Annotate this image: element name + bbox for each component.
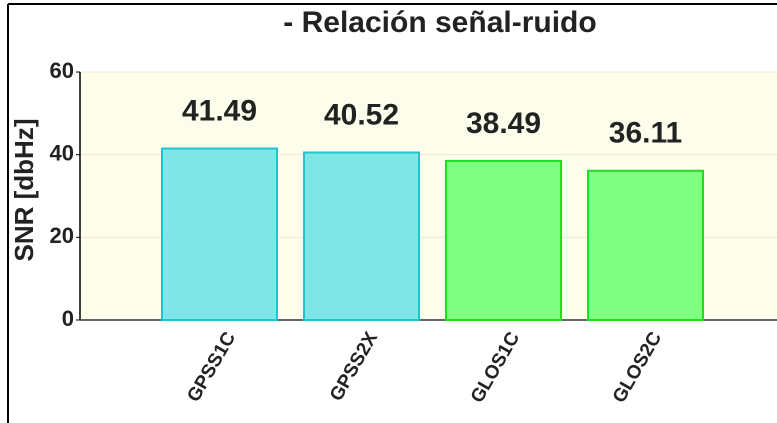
- x-tick-label: GPSS1C: [183, 328, 240, 405]
- y-tick-label: 0: [62, 306, 74, 331]
- y-tick-label: 40: [50, 140, 74, 165]
- y-tick-label: 20: [50, 223, 74, 248]
- value-label: 41.49: [182, 94, 257, 127]
- bar: [587, 169, 704, 321]
- chart-title: - Relación señal-ruido: [283, 6, 596, 39]
- value-label: 38.49: [466, 107, 541, 140]
- bar: [445, 159, 562, 321]
- x-tick-label: GLOS2C: [609, 328, 666, 406]
- value-label: 40.52: [324, 98, 399, 131]
- bar: [161, 147, 278, 321]
- x-tick-label: GPSS2X: [326, 328, 382, 405]
- y-axis-label: SNR [dbHz]: [9, 119, 39, 262]
- x-tick-label: GLOS1C: [467, 328, 524, 406]
- y-tick-label: 60: [50, 58, 74, 83]
- bar: [303, 151, 420, 321]
- value-label: 36.11: [609, 117, 682, 150]
